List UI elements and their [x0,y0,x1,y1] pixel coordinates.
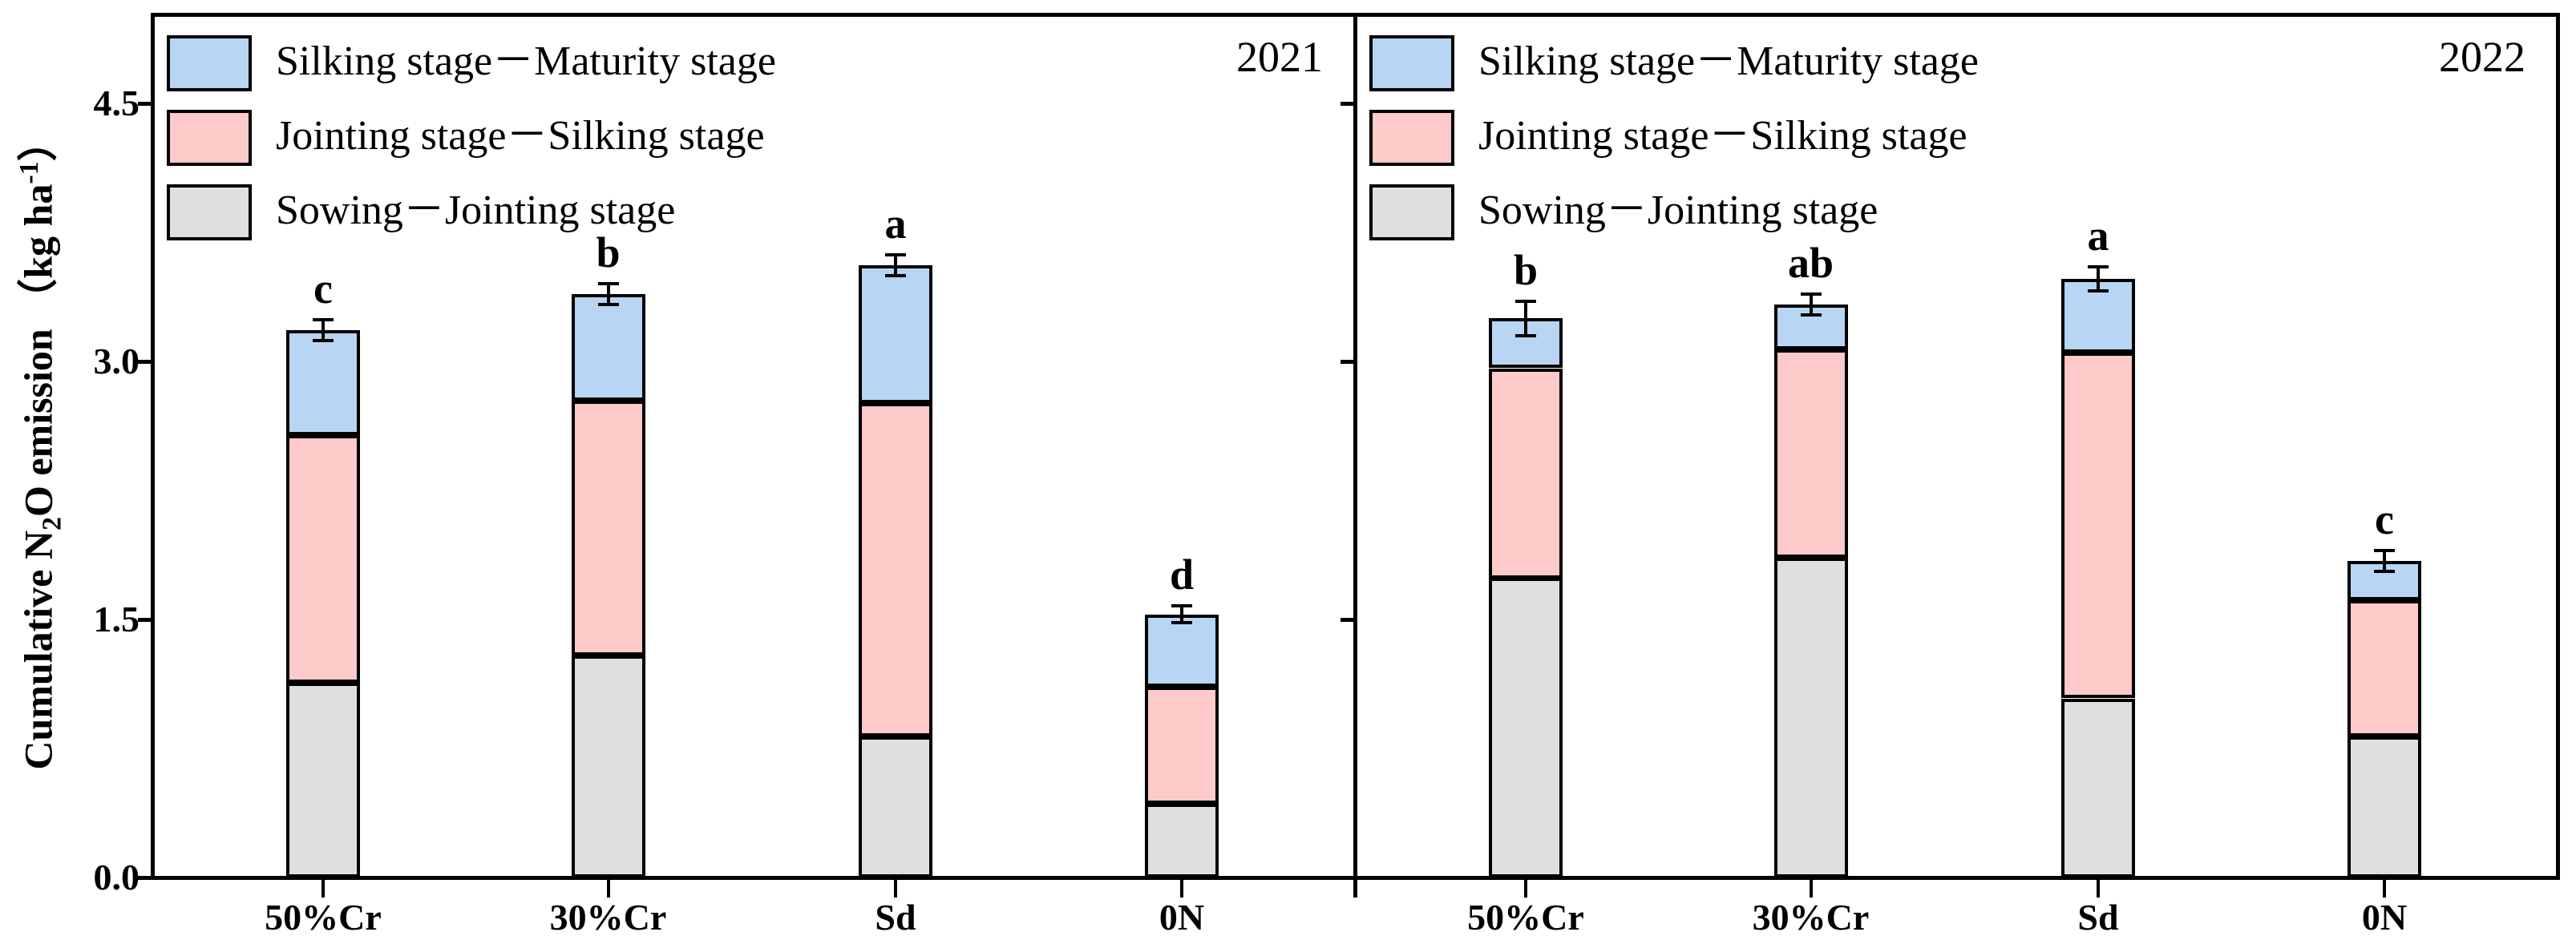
bar-segment-jointing-0N [1145,687,1219,804]
error-bar-line [2097,267,2100,291]
bar-segment-silking-Sd [859,265,932,403]
bar-segment-sowing-30%Cr [1774,558,1848,877]
y-axis-tick-label: 3.0 [93,341,140,381]
legend-swatch-jointing [167,110,252,166]
error-bar-line [894,255,897,276]
legend-label-silking: Silking stage－Maturity stage [1478,38,1979,84]
sig-letter: c [313,264,333,313]
bar-segment-jointing-Sd [2061,353,2135,698]
legend-swatch-silking [167,35,252,91]
x-category-label: 0N [1159,897,1205,938]
legend-label-sowing: Sowing－Jointing stage [276,188,676,233]
bar-segment-silking-0N [1145,615,1219,687]
legend-label-silking: Silking stage－Maturity stage [276,38,776,84]
y-axis-tick [138,876,151,880]
legend-swatch-silking [1369,35,1454,91]
bar-segment-sowing-0N [1145,804,1219,877]
bar-segment-jointing-50%Cr [1489,369,1563,579]
bar-segment-sowing-30%Cr [572,656,645,877]
sig-letter: a [2087,212,2109,260]
x-category-label: 0N [2361,897,2408,938]
error-bar-line [607,284,610,305]
x-axis-tick [2383,880,2386,898]
error-bar-line [1524,301,1527,336]
error-bar-cap-top [313,318,334,321]
sig-letter: c [2375,495,2394,543]
bar-segment-sowing-50%Cr [286,683,360,877]
panel-divider [1353,13,1357,880]
legend-swatch-sowing [1369,184,1454,240]
legend-label-sowing: Sowing－Jointing stage [1478,188,1878,233]
divider-tick [1341,618,1353,622]
x-axis-tick [607,880,610,898]
error-bar-cap-bottom [2088,289,2109,292]
x-axis-tick [1524,880,1527,898]
error-bar-cap-bottom [313,339,334,342]
x-axis-tick [2097,880,2100,898]
bar-segment-sowing-50%Cr [1489,578,1563,877]
bar-segment-silking-30%Cr [572,294,645,401]
x-category-label: 30%Cr [549,897,667,938]
y-axis-tick-label: 4.5 [93,83,140,123]
year-label: 2021 [1236,33,1323,81]
x-category-label: Sd [2077,897,2119,938]
y-axis-tick [138,618,151,622]
x-axis-tick [1180,880,1183,898]
y-axis-title: Cumulative N2O emission （kg ha-1） [14,121,67,770]
sig-letter: a [884,200,907,248]
error-bar-cap-top [885,253,906,256]
n2o-subscript: 2 [37,517,67,531]
x-axis-tick [894,880,897,898]
error-bar-cap-top [1801,292,1822,296]
error-bar-line [1810,294,1813,315]
bar-segment-sowing-Sd [2061,699,2135,877]
error-bar-cap-bottom [598,303,619,306]
sig-letter: ab [1787,239,1834,287]
error-bar-cap-bottom [1515,334,1536,337]
x-axis-tick [321,880,325,898]
legend-label-jointing: Jointing stage－Silking stage [1478,113,1967,159]
y-axis-tick [138,360,151,364]
x-category-label: 50%Cr [1467,897,1584,938]
sig-letter: b [596,228,621,276]
error-bar-cap-top [1515,300,1536,303]
error-bar-cap-bottom [2374,570,2395,573]
y-axis-tick-label: 0.0 [93,857,140,898]
bar-segment-jointing-30%Cr [1774,349,1848,558]
year-label: 2022 [2439,33,2525,81]
divider-bottom-tick [1353,880,1357,898]
divider-tick [1341,102,1353,106]
error-bar-line [1180,606,1183,623]
bar-segment-jointing-Sd [859,403,932,736]
error-bar-cap-top [1171,604,1192,607]
error-bar-line [2383,551,2386,571]
x-category-label: 50%Cr [265,897,382,938]
bar-segment-sowing-0N [2348,736,2421,877]
bar-segment-silking-50%Cr [286,330,360,435]
error-bar-cap-top [2088,265,2109,268]
bar-segment-jointing-50%Cr [286,435,360,683]
bar-segment-jointing-30%Cr [572,401,645,656]
bar-segment-sowing-Sd [859,736,932,877]
x-category-label: Sd [875,897,916,938]
x-axis-tick [1810,880,1813,898]
error-bar-cap-bottom [885,274,906,277]
y-axis-tick [138,102,151,106]
legend-swatch-sowing [167,184,252,240]
bar-segment-jointing-0N [2348,600,2421,736]
error-bar-cap-bottom [1801,313,1822,317]
legend-swatch-jointing [1369,110,1454,166]
sig-letter: b [1513,246,1539,294]
sig-letter: d [1169,551,1195,599]
ha-exponent: -1 [14,161,44,184]
error-bar-cap-top [2374,549,2395,552]
x-category-label: 30%Cr [1752,897,1870,938]
error-bar-cap-bottom [1171,621,1192,624]
error-bar-cap-top [598,282,619,285]
divider-tick [1341,360,1353,364]
y-axis-tick-label: 1.5 [93,599,140,639]
error-bar-line [321,320,325,341]
legend-label-jointing: Jointing stage－Silking stage [276,113,765,159]
